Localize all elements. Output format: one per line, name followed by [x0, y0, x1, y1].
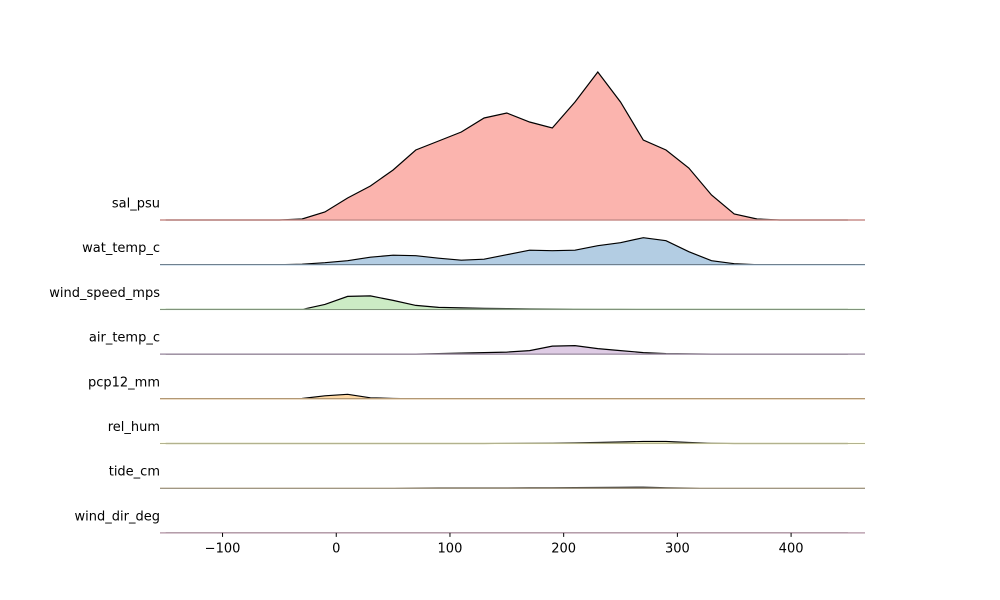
- ridge-label: sal_psu: [112, 197, 160, 212]
- ridge-label: tide_cm: [109, 465, 160, 480]
- ridge-area: [165, 295, 848, 310]
- ridge-label: wat_temp_c: [82, 241, 160, 256]
- x-tick-label: 300: [665, 541, 690, 556]
- x-tick-label: 0: [332, 541, 340, 556]
- ridge-label: wind_speed_mps: [49, 286, 160, 301]
- x-tick-label: 100: [438, 541, 463, 556]
- ridge-label: wind_dir_deg: [75, 509, 160, 524]
- x-tick-label: −100: [205, 541, 241, 556]
- ridge-area: [165, 345, 848, 355]
- ridge-area: [165, 72, 848, 220]
- ridge-label: pcp12_mm: [88, 375, 160, 390]
- x-tick-label: 200: [551, 541, 576, 556]
- ridge-outline: [165, 295, 848, 310]
- ridge-label: air_temp_c: [89, 331, 160, 346]
- x-tick-label: 400: [779, 541, 804, 556]
- ridge-label: rel_hum: [108, 420, 160, 435]
- ridge-area: [165, 237, 848, 265]
